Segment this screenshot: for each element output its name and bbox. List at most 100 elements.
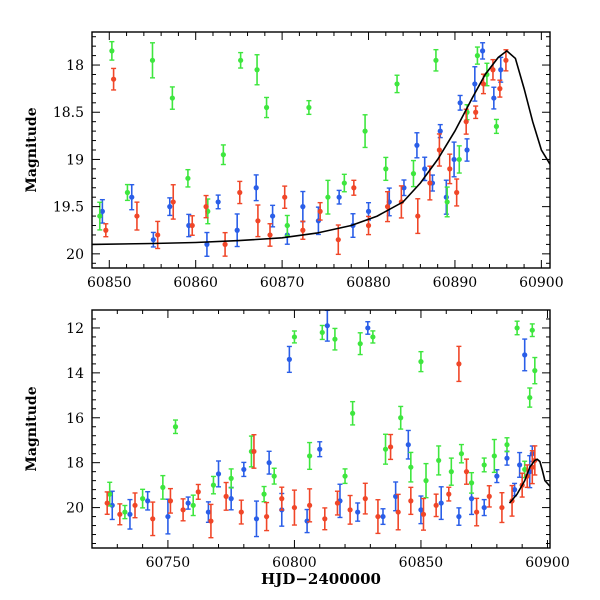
series-1-point	[129, 183, 135, 211]
series-3-point	[237, 180, 243, 205]
series-3-point	[387, 433, 394, 461]
series-3-point	[322, 507, 328, 531]
series-3-point	[398, 185, 404, 219]
series-1-point	[355, 502, 361, 522]
series-1-point	[185, 496, 191, 510]
series-2-point	[190, 494, 196, 517]
series-1-point	[300, 190, 306, 223]
x-tick-label: 60800	[272, 555, 317, 571]
bottom-y-axis-label: Magnitude	[24, 386, 40, 471]
series-1-point	[414, 132, 420, 159]
series-2-point	[254, 54, 260, 86]
series-3-point	[103, 223, 109, 238]
series-3-point	[132, 492, 138, 519]
top-y-axis-label: Magnitude	[24, 107, 40, 192]
series-1-point	[479, 42, 486, 60]
series-2-point	[504, 437, 510, 453]
series-2-point	[140, 488, 146, 509]
y-tick-label: 19	[66, 152, 84, 168]
series-3-point	[473, 105, 479, 120]
series-2-point	[448, 457, 454, 486]
series-1-point	[405, 429, 411, 460]
series-2-point	[527, 387, 533, 408]
series-1-point	[317, 441, 323, 458]
series-2-point	[325, 179, 331, 215]
series-1-point	[270, 204, 276, 228]
series-1-point	[99, 198, 105, 224]
series-1-point	[472, 66, 478, 102]
series-1-point	[504, 450, 510, 466]
series-3-point	[195, 483, 201, 500]
series-2-point	[341, 173, 347, 193]
y-tick-label: 18	[66, 58, 84, 74]
series-2-point	[522, 460, 528, 479]
series-2-point	[291, 330, 298, 344]
y-tick-label: 12	[66, 321, 84, 337]
bottom-model-curve	[508, 458, 550, 504]
series-1-point	[437, 123, 443, 139]
series-1-point	[241, 461, 247, 478]
series-3-point	[347, 494, 353, 525]
series-1-point	[253, 174, 259, 202]
series-2-point	[493, 118, 500, 135]
series-3-point	[282, 185, 288, 209]
series-2-point	[474, 46, 481, 65]
series-2-point	[468, 471, 475, 494]
series-3-point	[456, 345, 462, 383]
series-3-point	[490, 58, 496, 81]
series-2-point	[444, 186, 450, 218]
series-3-point	[375, 499, 381, 535]
series-3-point	[222, 231, 228, 257]
series-3-point	[111, 67, 117, 91]
series-1-point	[150, 231, 156, 248]
series-1-point	[451, 141, 457, 178]
series-2-point	[418, 350, 424, 373]
series-2-point	[169, 86, 175, 110]
y-tick-label: 18.5	[53, 105, 84, 121]
series-2-point	[370, 330, 376, 344]
series-3-point	[155, 220, 161, 250]
y-tick-label: 16	[66, 411, 84, 427]
series-2-point	[238, 51, 244, 69]
series-2-point	[532, 356, 538, 385]
series-2-point	[107, 481, 113, 507]
series-1-point	[127, 498, 133, 530]
series-3-point	[180, 498, 186, 522]
series-3-point	[167, 487, 174, 514]
series-1-point	[511, 482, 518, 497]
series-1-point	[517, 451, 523, 478]
series-2-point	[514, 320, 520, 336]
series-2-point	[332, 327, 338, 351]
x-tick-label: 60900	[519, 275, 564, 291]
series-1-point	[228, 486, 234, 511]
bottom-x-axis-label: HJD−2400000	[261, 570, 381, 588]
series-3-point	[503, 49, 509, 72]
series-1-point	[204, 231, 210, 257]
series-3-point	[474, 497, 480, 527]
x-tick-label: 60880	[346, 275, 391, 291]
series-2-point	[491, 438, 497, 474]
series-2-point	[436, 445, 442, 476]
series-3-point	[351, 179, 357, 196]
series-1-point	[522, 338, 528, 372]
series-2-point	[481, 457, 487, 473]
x-tick-label: 60850	[399, 555, 444, 571]
series-1-point	[438, 486, 444, 521]
series-2-point	[382, 433, 389, 465]
x-tick-label: 60870	[260, 275, 305, 291]
series-3-point	[238, 499, 244, 525]
series-1-point	[443, 179, 449, 215]
series-2-point	[357, 332, 363, 356]
series-1-point	[481, 498, 487, 517]
y-tick-label: 20	[66, 501, 84, 517]
series-1-point	[380, 508, 386, 526]
series-3-point	[427, 165, 433, 201]
series-1-point	[286, 345, 292, 374]
series-1-point	[365, 321, 371, 335]
series-2-point	[456, 145, 462, 174]
series-3-point	[300, 220, 306, 240]
series-3-point	[362, 482, 368, 515]
series-3-point	[497, 79, 503, 98]
series-2-point	[160, 474, 166, 500]
